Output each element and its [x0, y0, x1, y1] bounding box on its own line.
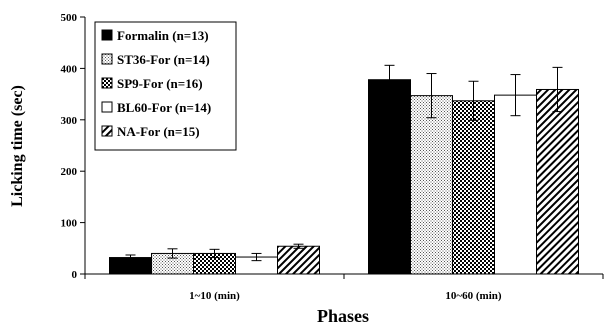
x-axis-title: Phases — [317, 306, 369, 326]
y-tick-label: 400 — [61, 63, 78, 75]
legend-swatch — [101, 53, 113, 65]
bar — [368, 79, 411, 275]
bar — [536, 88, 579, 275]
bar — [277, 245, 320, 275]
x-category-label: 1~10 (min) — [189, 290, 240, 302]
x-category-label: 10~60 (min) — [445, 290, 501, 302]
legend-swatch — [101, 77, 113, 89]
legend-label: ST36-For (n=14) — [117, 52, 210, 67]
legend-label: NA-For (n=15) — [117, 124, 200, 139]
y-tick-label: 200 — [61, 166, 78, 178]
y-tick-label: 300 — [61, 115, 78, 127]
y-ticks: 0 100 200 300 400 500 — [61, 12, 85, 281]
legend: Formalin (n=13) ST36-For (n=14) SP9-For (n… — [94, 21, 237, 151]
y-tick-label: 500 — [61, 12, 78, 24]
legend-box — [94, 21, 237, 151]
legend-label: Formalin (n=13) — [117, 28, 209, 43]
y-tick-label: 0 — [72, 269, 78, 281]
bar — [410, 95, 453, 275]
bar — [452, 100, 495, 275]
x-ticks: 1~10 (min) 10~60 (min) — [84, 274, 604, 302]
error-bars — [125, 64, 563, 262]
y-tick-label: 100 — [61, 218, 78, 230]
bars — [109, 79, 579, 275]
bar — [494, 94, 537, 275]
legend-label: SP9-For (n=16) — [117, 76, 203, 91]
y-axis-title: Licking time (sec) — [9, 85, 26, 207]
legend-swatch — [101, 101, 113, 113]
legend-swatch — [101, 29, 113, 41]
legend-label: BL60-For (n=14) — [117, 100, 211, 115]
legend-swatch — [101, 125, 113, 137]
